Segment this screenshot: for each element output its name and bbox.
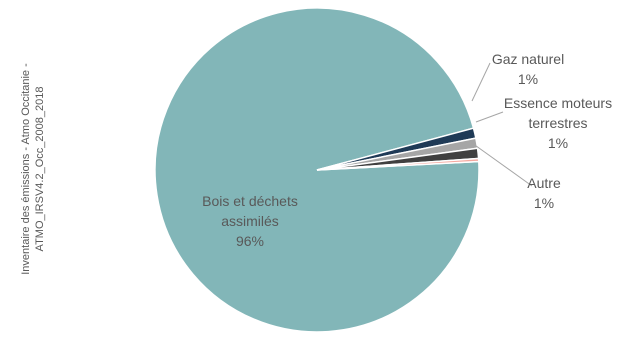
slice-label-category-line: Essence moteurs: [504, 95, 612, 111]
leader-line-3: [475, 111, 504, 123]
slice-label-3: Essence moteurs terrestres 1%: [504, 95, 612, 151]
slice-label-category-line: terrestres: [528, 115, 587, 131]
slice-label-category-line: Autre: [527, 175, 561, 191]
slice-label-value: 96%: [236, 233, 264, 249]
pie-slices: [154, 7, 480, 333]
leader-line-4: [471, 62, 491, 102]
slice-label-category-line: Bois et déchets: [202, 193, 298, 209]
leader-line-2: [471, 142, 533, 187]
slice-labels: Bois et déchets assimilés 96%Autre 1%Essenc…: [202, 51, 612, 249]
slice-label-value: 1%: [534, 195, 554, 211]
slice-label-category-line: assimilés: [221, 213, 279, 229]
leader-lines: [471, 62, 533, 187]
slice-label-4: Gaz naturel 1%: [492, 51, 564, 87]
slice-label-1: Bois et déchets assimilés 96%: [202, 193, 298, 249]
pie-slice-5: [316, 157, 480, 171]
slice-label-2: Autre 1%: [527, 175, 561, 211]
slice-label-value: 1%: [518, 71, 538, 87]
slice-label-value: 1%: [548, 135, 568, 151]
slice-label-category-line: Gaz naturel: [492, 51, 564, 67]
